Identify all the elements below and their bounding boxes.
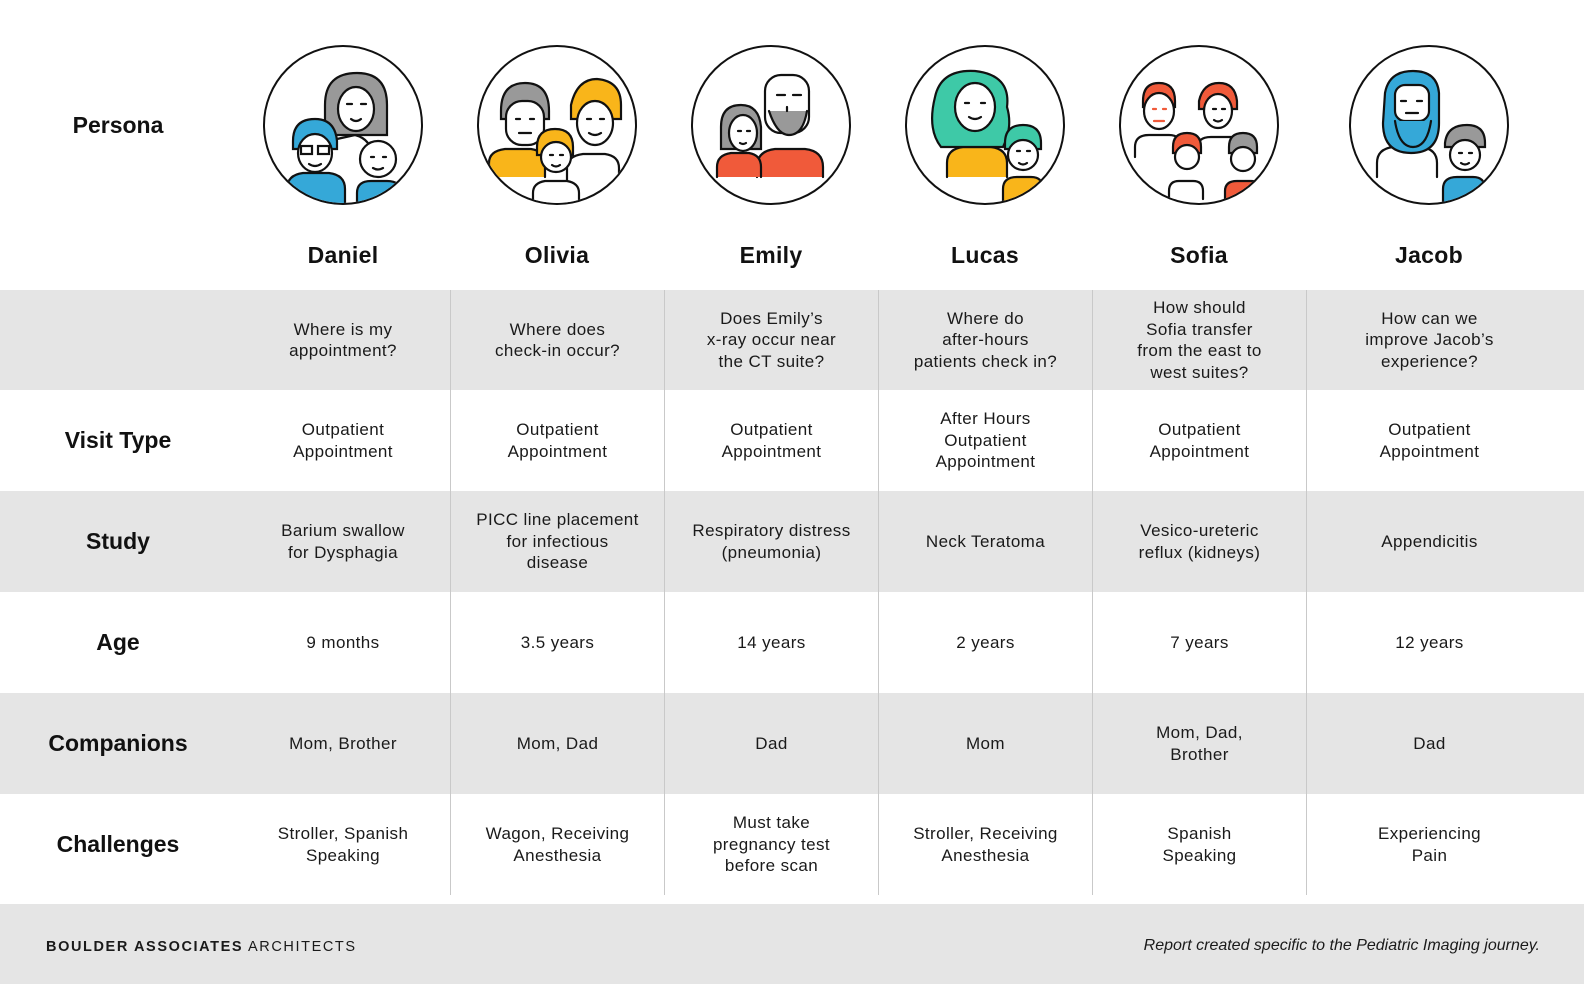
study-cell: PICC line placement for infectious disease [450,491,664,592]
challenges-text: Stroller, Receiving Anesthesia [913,824,1058,865]
age-label: Age [96,629,140,655]
companions-cell: Mom, Dad [450,693,664,794]
challenges-cell: Stroller, Spanish Speaking [236,794,450,895]
question-text: How should Sofia transfer from the east to… [1137,298,1262,382]
study-text: PICC line placement for infectious disease [476,510,639,573]
challenges-text: Spanish Speaking [1162,824,1237,865]
brand-name-regular: ARCHITECTS [243,939,357,955]
question-cell: How should Sofia transfer from the east to… [1092,290,1306,390]
study-label: Study [86,528,150,554]
companions-cell: Dad [664,693,878,794]
question-cell: Where do after-hours patients check in? [878,290,1092,390]
study-row: Study Barium swallow for Dysphagia PICC l… [0,491,1584,592]
age-cell: 12 years [1306,592,1552,693]
persona-row: Persona [0,40,1584,210]
question-cell: Where does check-in occur? [450,290,664,390]
companions-row: Companions Mom, Brother Mom, Dad Dad Mom… [0,693,1584,794]
visit-type-cell: After Hours Outpatient Appointment [878,390,1092,491]
companions-label: Companions [48,730,188,756]
age-cell: 14 years [664,592,878,693]
study-cell: Appendicitis [1306,491,1552,592]
study-cell: Barium swallow for Dysphagia [236,491,450,592]
age-cell: 9 months [306,632,380,652]
question-text: Where do after-hours patients check in? [913,308,1058,371]
emily-family-icon [691,45,851,205]
challenges-text: Must take pregnancy test before scan [712,813,831,876]
visit-type-text: Outpatient Appointment [721,420,822,461]
visit-type-cell: Outpatient Appointment [664,390,878,491]
persona-name: Daniel [307,242,379,269]
report-note: Report created specific to the Pediatric… [1143,937,1540,954]
question-cell: Where is my appointment? [236,290,450,390]
challenges-cell: Wagon, Receiving Anesthesia [450,794,664,895]
visit-type-text: Outpatient Appointment [507,420,608,461]
question-text: Does Emily’s x-ray occur near the CT suite… [706,308,837,371]
visit-type-text: Outpatient Appointment [1379,420,1480,461]
study-cell: Neck Teratoma [878,491,1092,592]
age-cell: 7 years [1092,592,1306,693]
visit-type-text: Outpatient Appointment [293,420,393,461]
persona-label: Persona [72,111,164,138]
visit-type-row: Visit Type Outpatient Appointment Outpati… [0,390,1584,491]
challenges-cell: Stroller, Receiving Anesthesia [878,794,1092,895]
brand-logo: BOULDER ASSOCIATES ARCHITECTS [46,939,357,955]
persona-name: Lucas [951,242,1019,269]
study-text: Barium swallow for Dysphagia [281,521,405,562]
age-row: Age 9 months 3.5 years 14 years 2 years … [0,592,1584,693]
challenges-text: Stroller, Spanish Speaking [277,824,409,865]
sofia-family-icon [1119,45,1279,205]
companions-cell: Mom, Dad, Brother [1092,693,1306,794]
age-cell: 2 years [878,592,1092,693]
brand-name-bold: BOULDER ASSOCIATES [46,939,244,955]
age-cell: 3.5 years [450,592,664,693]
companions-cell: Mom, Brother [289,733,397,753]
challenges-text: Experiencing Pain [1377,824,1482,865]
footer: BOULDER ASSOCIATES ARCHITECTS Report cre… [0,904,1584,984]
challenges-cell: Must take pregnancy test before scan [664,794,878,895]
challenges-cell: Experiencing Pain [1306,794,1552,895]
question-text: How can we improve Jacob’s experience? [1365,308,1494,371]
jacob-family-icon [1349,45,1509,205]
question-text: Where does check-in occur? [494,319,621,361]
visit-type-label: Visit Type [64,427,172,453]
olivia-family-icon [477,45,637,205]
companions-cell: Dad [1306,693,1552,794]
persona-name: Sofia [1170,242,1228,269]
question-row: Where is my appointment? Where does check-… [0,290,1584,390]
names-row: Daniel Olivia Emily Lucas Sofia Jacob [0,232,1584,280]
visit-type-text: After Hours Outpatient Appointment [935,409,1036,472]
visit-type-cell: Outpatient Appointment [236,390,450,491]
question-cell: Does Emily’s x-ray occur near the CT suite… [664,290,878,390]
daniel-family-icon [263,45,423,205]
challenges-cell: Spanish Speaking [1092,794,1306,895]
companions-cell: Mom [878,693,1092,794]
study-text: Respiratory distress (pneumonia) [692,521,851,562]
visit-type-cell: Outpatient Appointment [450,390,664,491]
persona-name: Olivia [524,242,590,269]
companions-text: Mom, Dad, Brother [1156,723,1243,764]
study-text: Appendicitis [1381,531,1478,551]
study-cell: Vesico-ureteric reflux (kidneys) [1092,491,1306,592]
persona-name: Emily [739,242,803,269]
challenges-label: Challenges [56,831,180,857]
challenges-text: Wagon, Receiving Anesthesia [485,824,630,865]
visit-type-cell: Outpatient Appointment [1092,390,1306,491]
question-text: Where is my appointment? [289,319,397,361]
lucas-family-icon [905,45,1065,205]
question-cell: How can we improve Jacob’s experience? [1306,290,1552,390]
visit-type-text: Outpatient Appointment [1149,420,1250,461]
persona-name: Jacob [1395,242,1463,269]
visit-type-cell: Outpatient Appointment [1306,390,1552,491]
challenges-row: Challenges Stroller, Spanish Speaking Wag… [0,794,1584,895]
study-text: Vesico-ureteric reflux (kidneys) [1138,521,1261,562]
study-cell: Respiratory distress (pneumonia) [664,491,878,592]
study-text: Neck Teratoma [925,531,1046,551]
